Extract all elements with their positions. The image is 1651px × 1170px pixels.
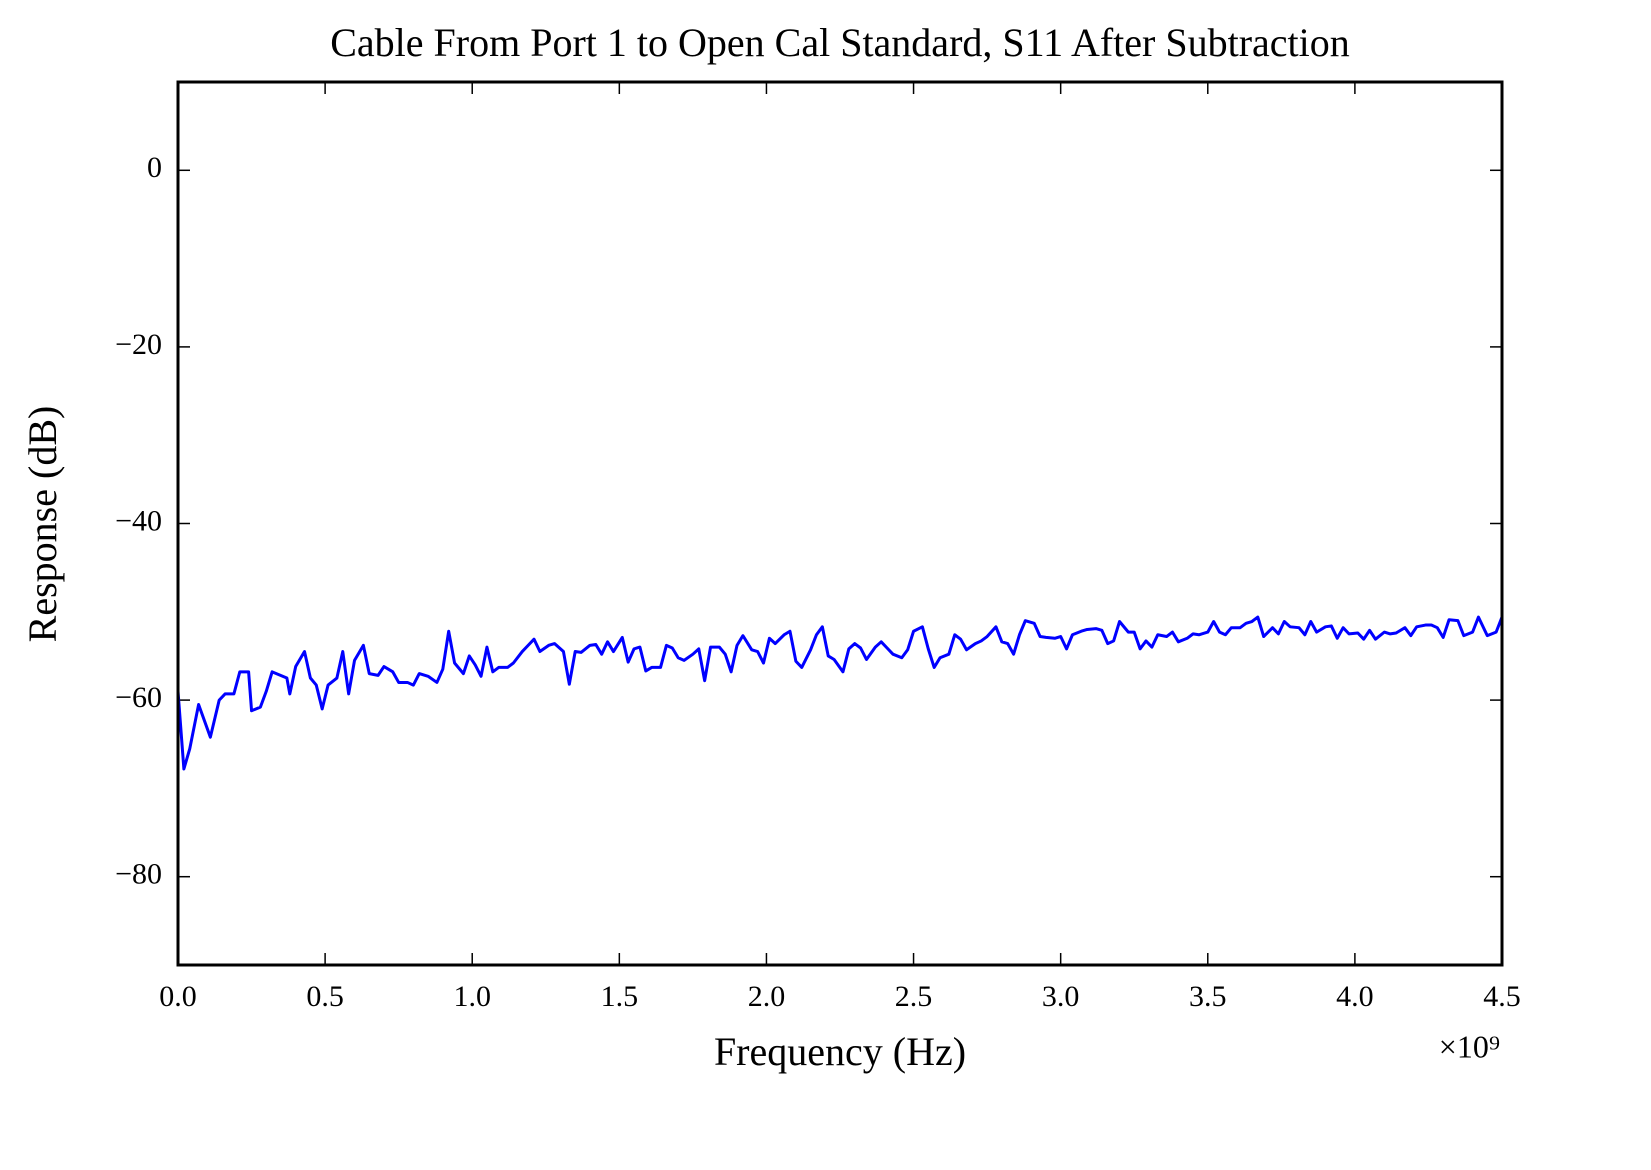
x-offset-label: ×10⁹: [1439, 1028, 1500, 1064]
x-tick-label: 1.5: [601, 980, 639, 1013]
y-axis-label: Response (dB): [20, 406, 65, 643]
y-tick-label: −20: [115, 328, 162, 361]
x-tick-label: 2.0: [748, 980, 786, 1013]
x-tick-label: 1.0: [453, 980, 491, 1013]
x-axis-label: Frequency (Hz): [714, 1029, 966, 1074]
x-tick-label: 2.5: [895, 980, 933, 1013]
y-tick-label: −80: [115, 858, 162, 891]
x-tick-label: 0.0: [159, 980, 197, 1013]
y-tick-label: −60: [115, 681, 162, 714]
plot-frame: [176, 80, 1504, 967]
data-line: [176, 615, 1504, 771]
x-tick-label: 3.5: [1189, 980, 1227, 1013]
y-tick-label: −40: [115, 504, 162, 537]
x-tick-label: 4.5: [1483, 980, 1521, 1013]
chart-title: Cable From Port 1 to Open Cal Standard, …: [330, 20, 1350, 65]
y-tick-label: 0: [147, 151, 162, 184]
x-tick-label: 0.5: [306, 980, 344, 1013]
x-tick-label: 3.0: [1042, 980, 1080, 1013]
x-tick-label: 4.0: [1336, 980, 1374, 1013]
